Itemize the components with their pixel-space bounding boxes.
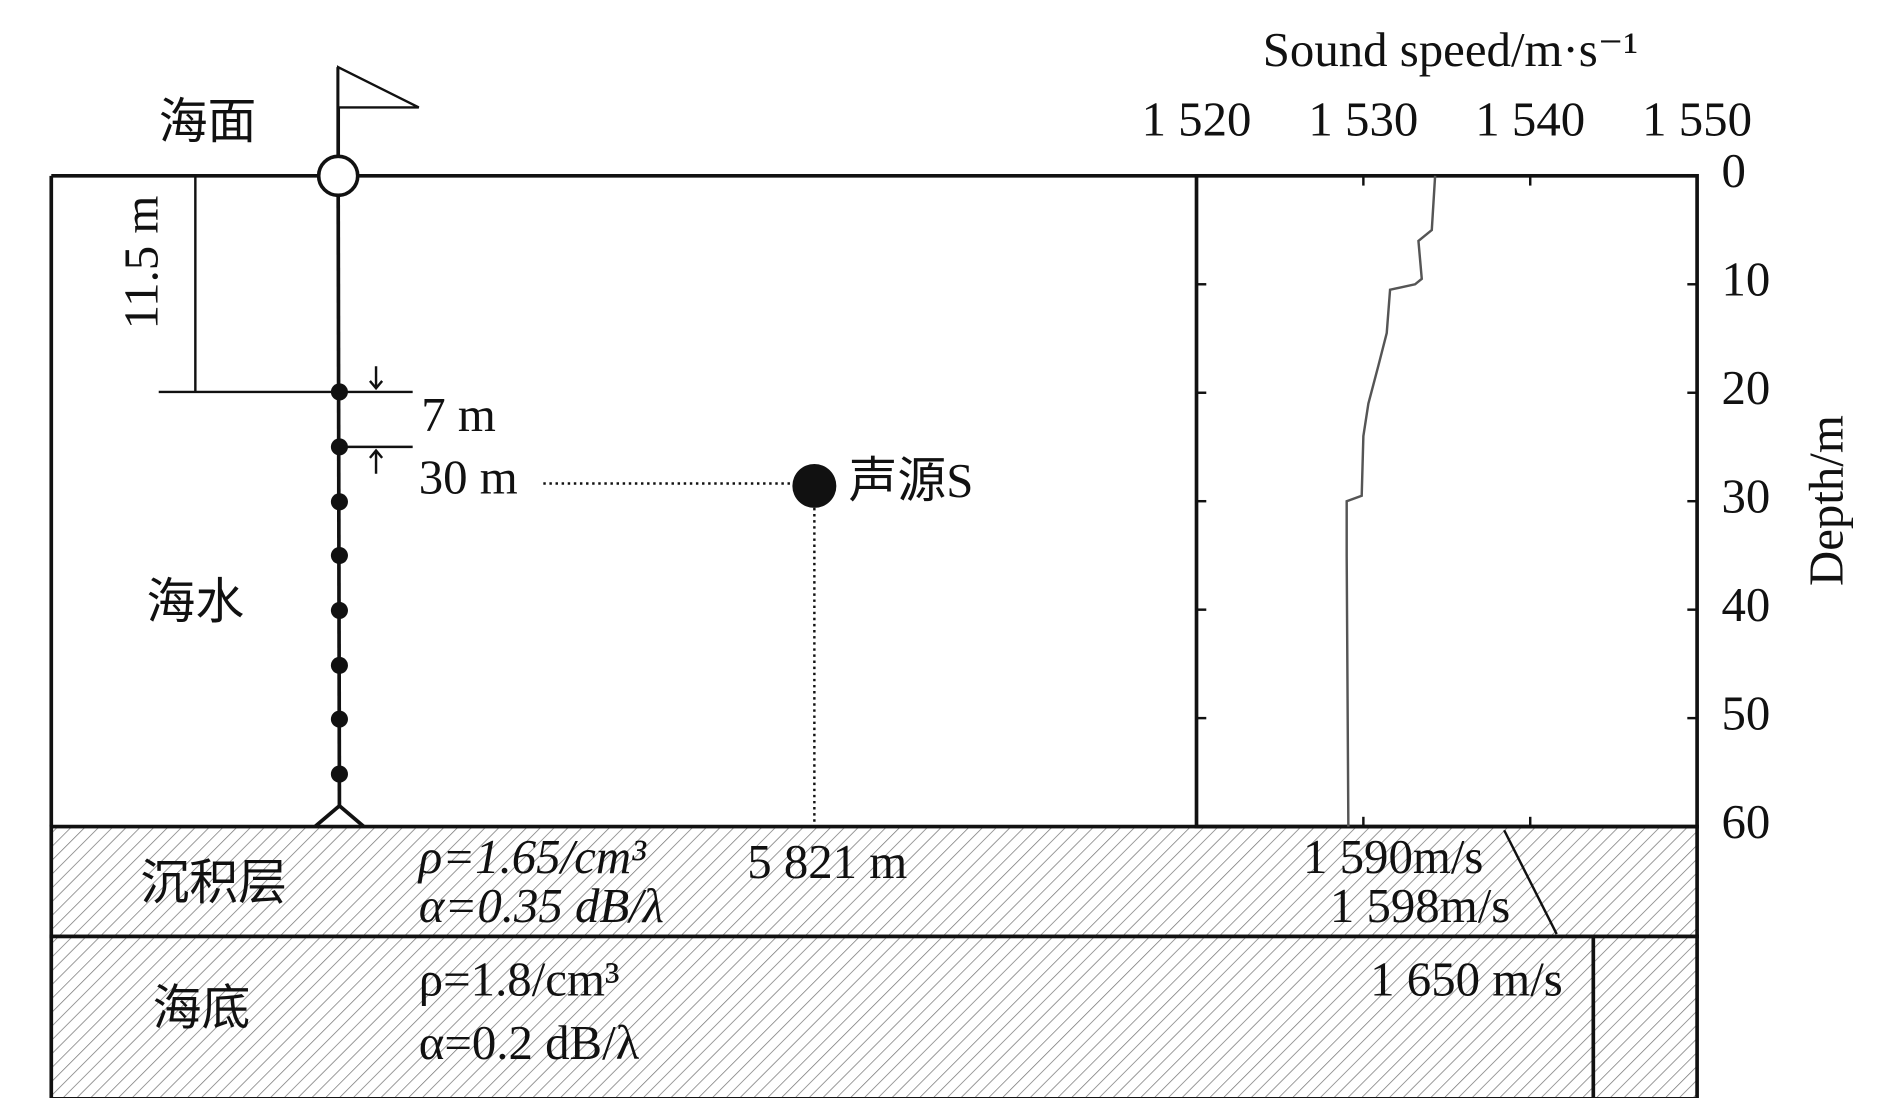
label: 11.5 m — [114, 196, 169, 330]
sediment-layer — [49, 824, 1699, 939]
hydrophones — [330, 383, 348, 783]
y-tick-label: 40 — [1722, 577, 1771, 632]
hydrophone — [330, 546, 348, 565]
label: 声源S — [849, 453, 974, 508]
buoy — [316, 154, 360, 198]
label: 海面 — [159, 94, 257, 149]
label: α=0.35 dB/λ — [419, 878, 664, 933]
spacing-arrows — [369, 366, 384, 474]
label: 海底 — [153, 981, 251, 1036]
labels: 海面 11.5 m 7 m 30 m 声源S 海水 沉积层 ρ=1.65/cm³… — [114, 94, 1563, 1070]
label: 1 590m/s — [1303, 829, 1483, 884]
flag — [336, 65, 420, 109]
label: 5 821 m — [747, 834, 907, 889]
sound-speed-profile — [1345, 175, 1437, 827]
label: 30 m — [419, 449, 518, 504]
label: 1 598m/s — [1330, 878, 1510, 933]
label: 7 m — [421, 387, 496, 442]
y-tick-label: 60 — [1722, 794, 1771, 849]
y-tick-label: 50 — [1722, 685, 1771, 740]
label: 沉积层 — [140, 855, 286, 910]
source — [792, 463, 837, 508]
label: 海水 — [147, 574, 245, 629]
y-tick-label: 30 — [1722, 468, 1771, 523]
anchor — [313, 803, 366, 828]
label: ρ=1.8/cm³ — [419, 951, 620, 1006]
y-tick-label: 0 — [1722, 143, 1746, 198]
x-tick-label: 1 520 — [1142, 92, 1252, 147]
x-tick-label: 1 540 — [1475, 92, 1585, 147]
hydrophone — [330, 656, 348, 674]
hydrophone — [330, 601, 348, 620]
y-axis-title: Depth/m — [1799, 415, 1854, 586]
x-tick-label: 1 530 — [1308, 92, 1418, 147]
hydrophone — [330, 710, 348, 728]
layers — [49, 173, 1699, 1098]
hydrophone — [330, 765, 348, 783]
gradient-mark — [1503, 829, 1558, 935]
sound-speed-chart: Sound speed/m·s⁻¹ Depth/m 1 520 1 530 1 54… — [1142, 22, 1854, 849]
x-tick-label: 1 550 — [1642, 92, 1752, 147]
label: ρ=1.65/cm³ — [417, 829, 647, 884]
plot-frame — [1194, 173, 1699, 829]
label: α=0.2 dB/λ — [419, 1015, 640, 1070]
hydrophone — [330, 493, 348, 511]
array — [158, 65, 837, 828]
y-tick-label: 20 — [1722, 360, 1771, 415]
y-tick-label: 10 — [1722, 251, 1771, 306]
x-axis-title: Sound speed/m·s⁻¹ — [1263, 22, 1638, 77]
seabed-layer — [49, 934, 1699, 1098]
label: 1 650 m/s — [1370, 951, 1563, 1006]
